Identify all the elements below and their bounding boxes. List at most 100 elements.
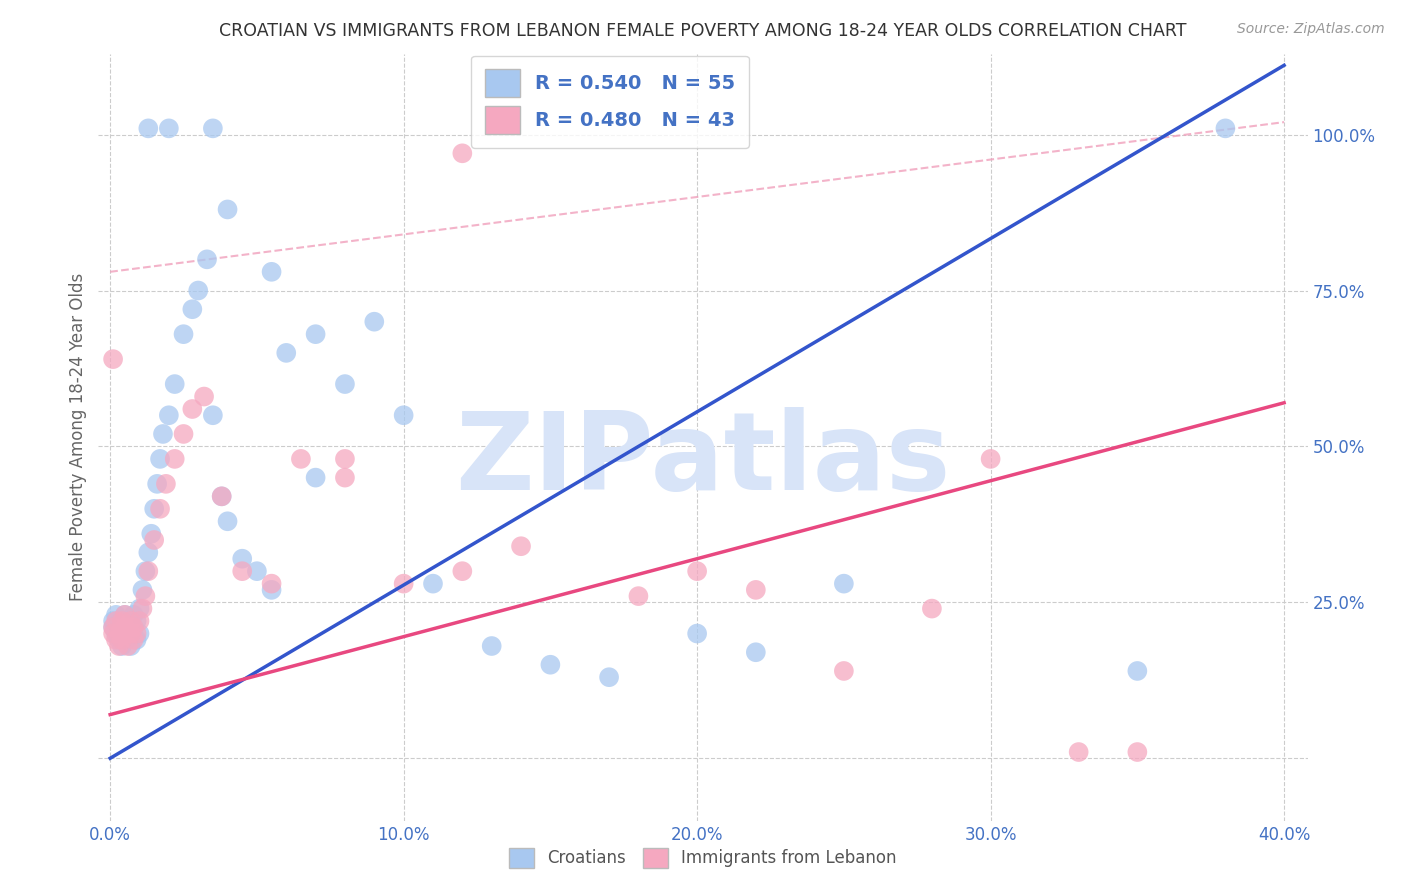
Point xyxy=(260,576,283,591)
Point xyxy=(173,427,195,442)
Text: Source: ZipAtlas.com: Source: ZipAtlas.com xyxy=(1237,22,1385,37)
Point xyxy=(260,265,283,279)
Point xyxy=(120,626,142,640)
Point xyxy=(246,564,269,578)
Point xyxy=(304,470,326,484)
Text: ZIPatlas: ZIPatlas xyxy=(456,407,950,513)
Point xyxy=(538,657,561,672)
Point xyxy=(481,639,503,653)
Point xyxy=(117,632,139,647)
Point xyxy=(1126,664,1149,678)
Point xyxy=(108,620,131,634)
Point xyxy=(155,476,177,491)
Point xyxy=(201,121,224,136)
Point xyxy=(111,626,134,640)
Point xyxy=(143,501,166,516)
Point xyxy=(105,626,128,640)
Point xyxy=(276,346,298,360)
Point xyxy=(111,639,134,653)
Point xyxy=(105,607,128,622)
Point xyxy=(181,402,204,417)
Point xyxy=(131,582,153,597)
Point xyxy=(149,501,172,516)
Point xyxy=(122,607,145,622)
Point xyxy=(627,589,650,603)
Point xyxy=(217,202,239,217)
Point xyxy=(157,121,180,136)
Point xyxy=(451,564,474,578)
Point xyxy=(114,607,136,622)
Point xyxy=(117,639,139,653)
Point xyxy=(392,576,415,591)
Point xyxy=(832,664,855,678)
Point xyxy=(686,626,709,640)
Point xyxy=(173,327,195,342)
Point xyxy=(392,409,415,423)
Point xyxy=(686,564,709,578)
Point xyxy=(1067,745,1090,759)
Point xyxy=(141,526,163,541)
Point xyxy=(105,632,128,647)
Point xyxy=(163,451,186,466)
Point xyxy=(134,564,156,578)
Point xyxy=(114,620,136,634)
Point xyxy=(231,551,253,566)
Point xyxy=(422,576,444,591)
Point xyxy=(832,576,855,591)
Point xyxy=(128,601,150,615)
Point xyxy=(333,377,356,392)
Point xyxy=(108,626,131,640)
Point xyxy=(181,302,204,317)
Point xyxy=(111,632,134,647)
Point xyxy=(193,390,215,404)
Point xyxy=(451,146,474,161)
Point xyxy=(120,639,142,653)
Legend: Croatians, Immigrants from Lebanon: Croatians, Immigrants from Lebanon xyxy=(502,841,904,875)
Point xyxy=(114,607,136,622)
Point xyxy=(157,409,180,423)
Point xyxy=(114,620,136,634)
Point xyxy=(101,352,124,367)
Point xyxy=(101,614,124,628)
Point xyxy=(333,470,356,484)
Point xyxy=(128,614,150,628)
Point xyxy=(187,284,209,298)
Point xyxy=(108,639,131,653)
Point xyxy=(108,614,131,628)
Point xyxy=(108,632,131,647)
Point xyxy=(921,601,943,615)
Legend: R = 0.540   N = 55, R = 0.480   N = 43: R = 0.540 N = 55, R = 0.480 N = 43 xyxy=(471,55,749,147)
Point xyxy=(363,315,385,329)
Point xyxy=(201,409,224,423)
Point xyxy=(120,626,142,640)
Point xyxy=(195,252,218,267)
Point xyxy=(122,632,145,647)
Point xyxy=(105,614,128,628)
Point xyxy=(149,451,172,466)
Point xyxy=(152,427,174,442)
Point xyxy=(134,589,156,603)
Point xyxy=(598,670,620,684)
Point xyxy=(217,514,239,528)
Point xyxy=(125,632,148,647)
Point xyxy=(333,451,356,466)
Point xyxy=(101,626,124,640)
Point xyxy=(125,614,148,628)
Point xyxy=(101,620,124,634)
Point xyxy=(1215,121,1237,136)
Point xyxy=(1126,745,1149,759)
Y-axis label: Female Poverty Among 18-24 Year Olds: Female Poverty Among 18-24 Year Olds xyxy=(69,273,87,601)
Text: CROATIAN VS IMMIGRANTS FROM LEBANON FEMALE POVERTY AMONG 18-24 YEAR OLDS CORRELA: CROATIAN VS IMMIGRANTS FROM LEBANON FEMA… xyxy=(219,22,1187,40)
Point xyxy=(136,545,159,559)
Point xyxy=(122,620,145,634)
Point xyxy=(211,489,233,503)
Point xyxy=(231,564,253,578)
Point xyxy=(101,620,124,634)
Point xyxy=(211,489,233,503)
Point xyxy=(136,564,159,578)
Point xyxy=(111,614,134,628)
Point xyxy=(290,451,312,466)
Point xyxy=(122,620,145,634)
Point xyxy=(745,582,768,597)
Point xyxy=(745,645,768,659)
